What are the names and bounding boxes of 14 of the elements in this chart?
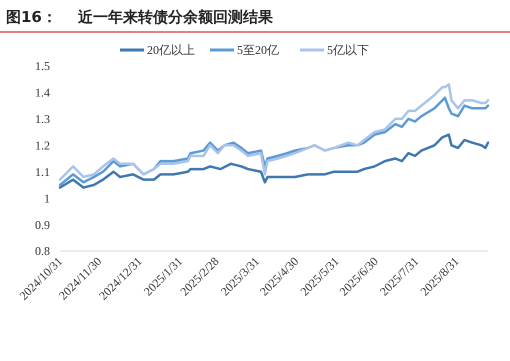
y-tick-label: 0.8 bbox=[35, 244, 50, 258]
y-tick-label: 1.1 bbox=[35, 164, 50, 179]
y-tick-label: 0.9 bbox=[35, 218, 50, 232]
y-tick-label: 1.5 bbox=[35, 59, 50, 74]
legend-label: 20亿以上 bbox=[147, 43, 195, 58]
y-tick-label: 1.3 bbox=[35, 112, 50, 126]
y-tick-label: 1.4 bbox=[35, 86, 50, 100]
legend-label: 5亿以下 bbox=[327, 43, 369, 58]
y-tick-label: 1 bbox=[44, 191, 50, 206]
chart-title: 图16： 近一年来转债分余额回测结果 bbox=[6, 8, 274, 26]
line-series bbox=[58, 83, 490, 181]
line-series bbox=[58, 133, 490, 189]
y-tick-label: 1.2 bbox=[35, 138, 50, 152]
legend-label: 5至20亿 bbox=[237, 43, 279, 58]
